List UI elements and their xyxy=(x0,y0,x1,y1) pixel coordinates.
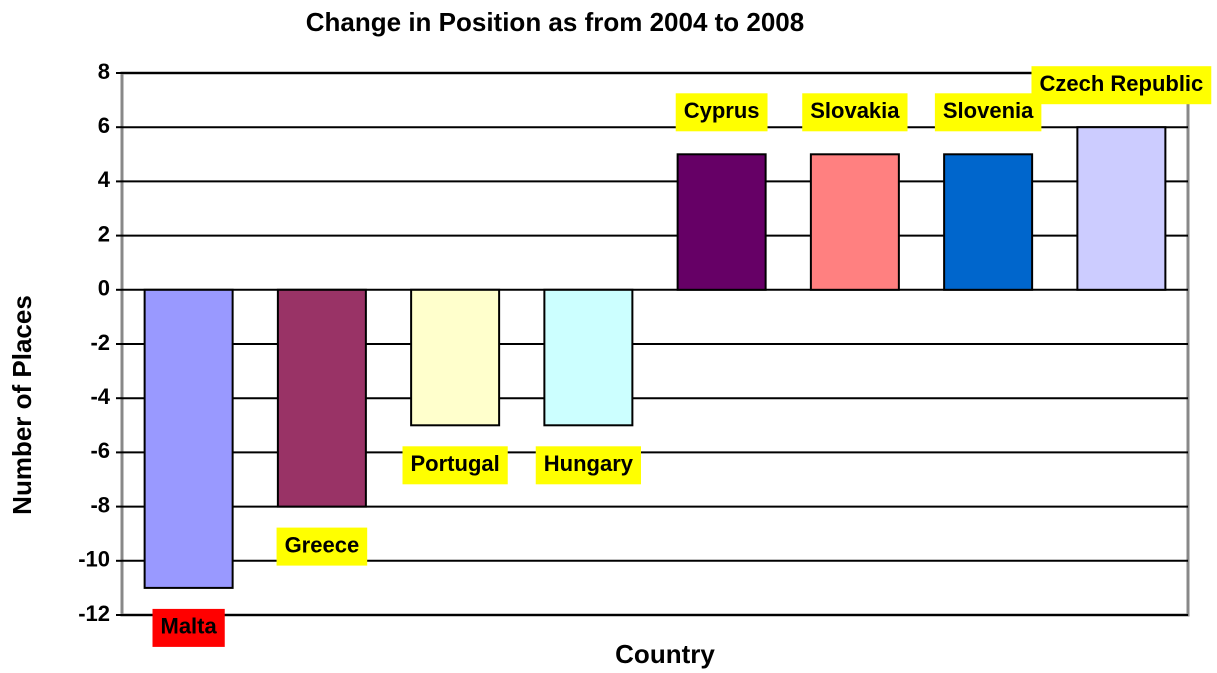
bar xyxy=(943,153,1034,291)
category-label: Slovakia xyxy=(810,98,900,123)
label-box xyxy=(535,446,641,485)
y-tick-label: 0 xyxy=(98,276,110,301)
y-tick-label: -4 xyxy=(90,384,110,409)
y-axis-title: Number of Places xyxy=(7,295,37,515)
bar xyxy=(809,153,900,291)
y-tick-label: -12 xyxy=(78,601,110,626)
bar xyxy=(276,288,367,508)
bar xyxy=(1076,126,1167,291)
y-tick-label: 8 xyxy=(98,59,110,84)
label-box xyxy=(402,446,508,485)
y-tick-label: 6 xyxy=(98,113,110,138)
bar xyxy=(543,288,634,427)
y-tick-label: 2 xyxy=(98,221,110,246)
x-axis-title: Country xyxy=(615,639,715,669)
label-box xyxy=(152,608,225,647)
y-tick-label: -6 xyxy=(90,438,110,463)
category-label: Slovenia xyxy=(943,98,1034,123)
category-label: Czech Republic xyxy=(1039,71,1203,96)
category-label: Malta xyxy=(161,614,218,639)
label-box xyxy=(934,93,1042,132)
label-box xyxy=(1031,66,1212,105)
label-box xyxy=(675,93,768,132)
category-label: Portugal xyxy=(411,451,500,476)
bar xyxy=(143,288,234,589)
category-label: Greece xyxy=(285,532,360,557)
bar xyxy=(410,288,501,427)
chart-title: Change in Position as from 2004 to 2008 xyxy=(306,7,804,37)
y-tick-label: -2 xyxy=(90,330,110,355)
label-box xyxy=(276,527,368,566)
category-label: Hungary xyxy=(544,451,634,476)
y-tick-label: -8 xyxy=(90,492,110,517)
bar xyxy=(676,153,767,291)
y-tick-label: 4 xyxy=(98,167,111,192)
category-label: Cyprus xyxy=(684,98,760,123)
y-tick-label: -10 xyxy=(78,547,110,572)
label-box xyxy=(802,93,908,132)
